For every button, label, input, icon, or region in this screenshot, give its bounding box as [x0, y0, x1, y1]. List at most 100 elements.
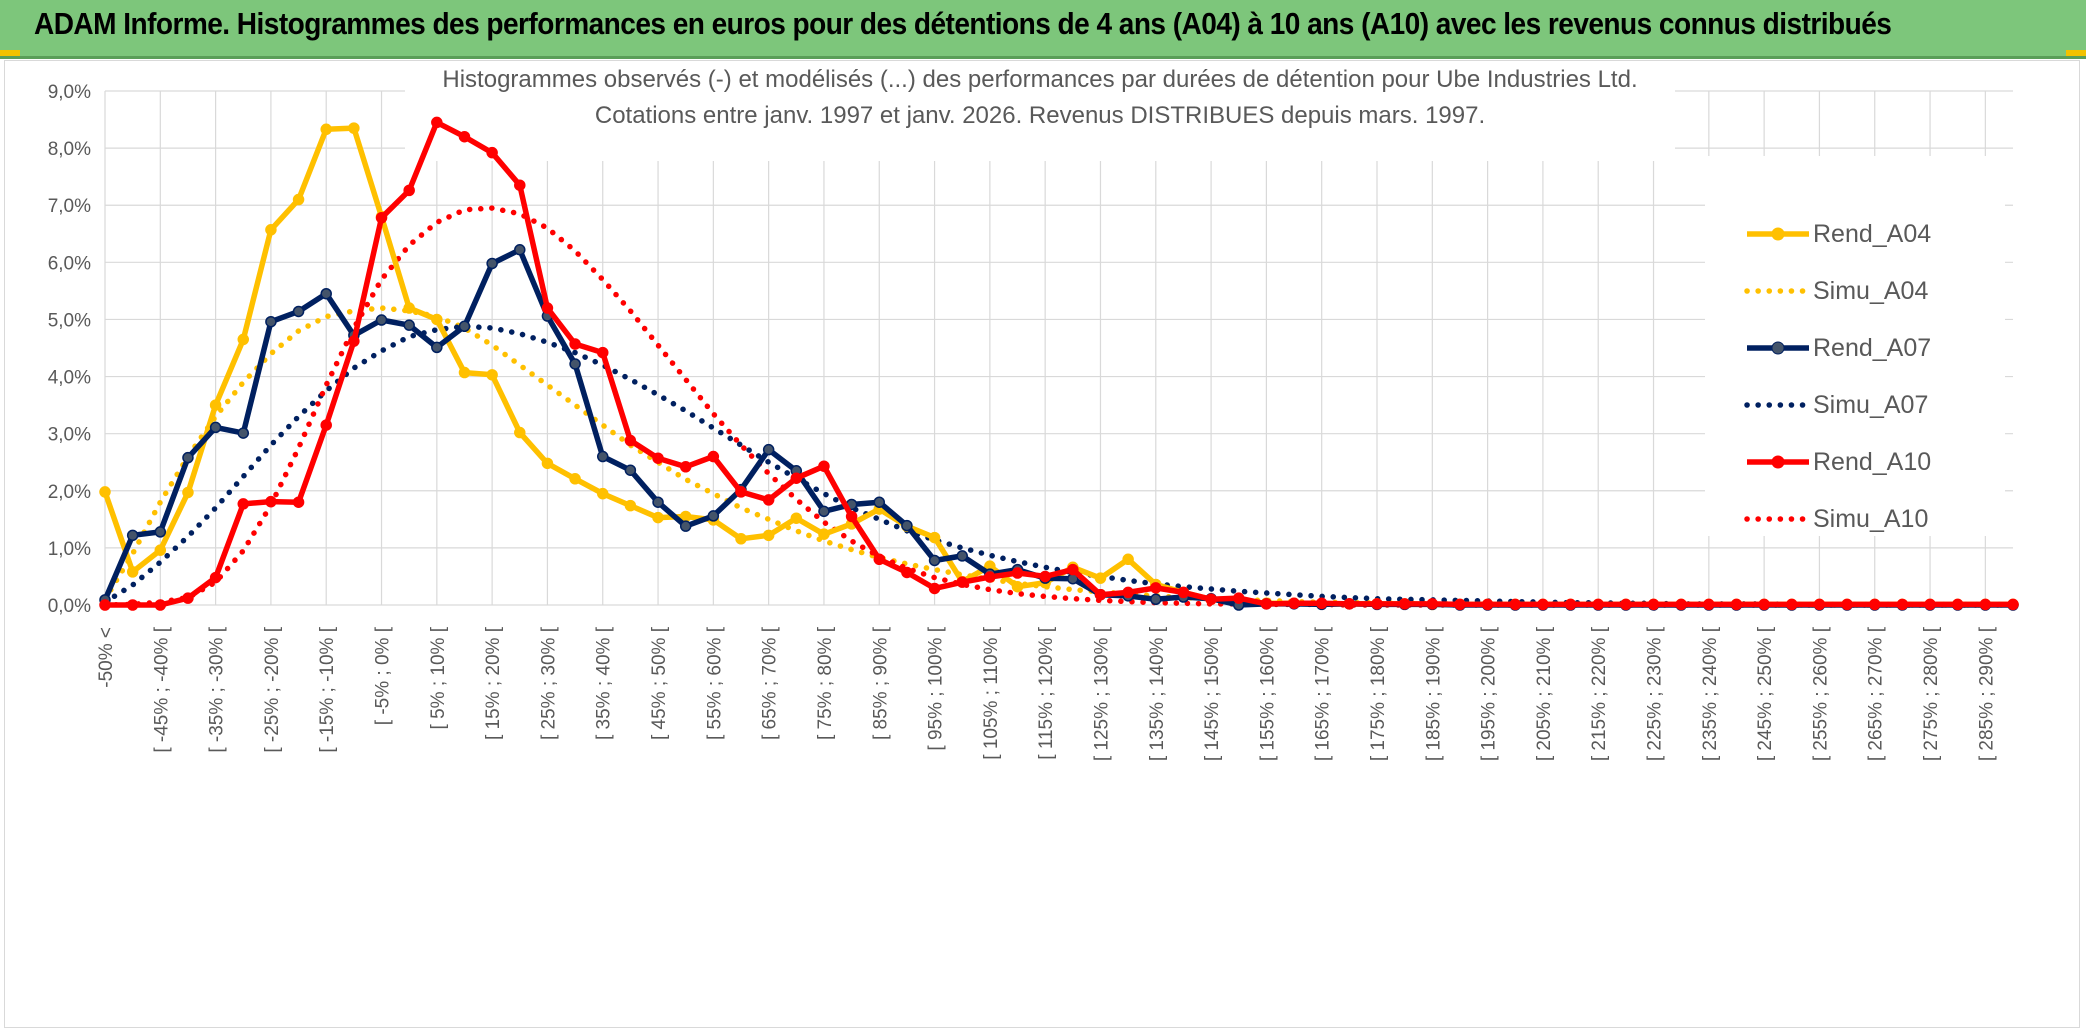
- data-point-Rend_A04: [569, 473, 581, 485]
- data-point-Rend_A10: [1924, 598, 1936, 611]
- data-point-Rend_A10: [624, 434, 637, 447]
- legend-marker: [1771, 455, 1785, 469]
- data-point-Rend_A10: [1011, 567, 1024, 579]
- data-point-Rend_A10: [403, 184, 415, 197]
- legend-label: Simu_A04: [1813, 277, 1928, 305]
- series-line-Simu_A10: [102, 205, 2016, 608]
- data-point-Rend_A10: [1315, 597, 1328, 610]
- data-point-Rend_A10: [762, 494, 775, 506]
- y-tick-label: 5,0%: [48, 310, 91, 331]
- legend-label: Rend_A10: [1813, 448, 1931, 476]
- legend-label: Simu_A07: [1813, 391, 1928, 419]
- series-line-Simu_A04: [102, 305, 2016, 608]
- data-point-Rend_A10: [182, 592, 194, 604]
- data-point-Rend_A10: [1371, 598, 1383, 610]
- legend-item-Simu_A04: Simu_A04: [1744, 277, 1928, 305]
- x-tick-label: [ 115% ; 120% [: [1036, 626, 1057, 759]
- data-point-Rend_A10: [1675, 598, 1687, 611]
- x-tick-label: [ 235% ; 240% [: [1700, 626, 1721, 761]
- x-tick-label: [ 15% ; 20% [: [483, 626, 504, 740]
- data-point-Rend_A10: [1813, 598, 1826, 611]
- data-point-Rend_A04: [154, 544, 167, 556]
- x-tick-label: [ 255% ; 260% [: [1810, 626, 1831, 761]
- data-point-Rend_A07: [901, 519, 913, 532]
- data-point-Rend_A10: [1951, 598, 1964, 611]
- y-tick-label: 8,0%: [48, 139, 91, 160]
- data-point-Rend_A10: [845, 510, 858, 523]
- x-tick-label: [ -25% ; -20% [: [262, 626, 283, 752]
- chart-title-line-2: Cotations entre janv. 1997 et janv. 2026…: [595, 102, 1485, 129]
- data-point-Rend_A04: [126, 566, 139, 578]
- data-point-Rend_A07: [679, 520, 692, 532]
- legend-item-Rend_A04: Rend_A04: [1747, 220, 1931, 248]
- x-tick-label: [ -5% ; 0% [: [373, 626, 394, 725]
- data-point-Rend_A04: [403, 302, 415, 314]
- data-point-Rend_A10: [126, 599, 139, 611]
- data-series: [99, 116, 2019, 611]
- data-point-Rend_A10: [99, 599, 111, 611]
- data-point-Rend_A10: [375, 212, 388, 224]
- performance-histogram-chart: 0,0% 1,0% 2,0% 3,0% 4,0% 5,0% 6,0% 7,0% 8,0% 9,0%…: [48, 61, 2019, 761]
- data-point-Rend_A10: [790, 472, 803, 484]
- data-point-Rend_A07: [431, 341, 443, 354]
- data-point-Rend_A04: [790, 512, 803, 524]
- data-point-Rend_A04: [320, 123, 332, 136]
- data-point-Rend_A07: [320, 287, 332, 300]
- data-point-Rend_A04: [652, 511, 664, 524]
- x-tick-label: [ 245% ; 250% [: [1755, 626, 1776, 761]
- data-point-Rend_A10: [486, 146, 498, 159]
- x-tick-label: [ -35% ; -30% [: [207, 626, 228, 752]
- banner-corner-left: [0, 50, 20, 56]
- data-point-Rend_A07: [873, 496, 886, 508]
- x-tick-label: [ 135% ; 140% [: [1147, 626, 1168, 761]
- x-tick-label: [ 55% ; 60% [: [704, 626, 725, 740]
- data-point-Rend_A10: [901, 566, 913, 579]
- data-point-Rend_A10: [679, 461, 692, 473]
- data-point-Rend_A04: [928, 531, 941, 544]
- data-point-Rend_A04: [265, 224, 277, 236]
- legend-marker: [1771, 341, 1785, 355]
- data-point-Rend_A04: [596, 487, 609, 500]
- x-tick-label: [ 285% ; 290% [: [1976, 626, 1997, 761]
- legend-label: Rend_A04: [1813, 220, 1931, 248]
- data-point-Rend_A07: [652, 496, 664, 508]
- y-tick-label: 7,0%: [48, 196, 91, 217]
- data-point-Rend_A07: [818, 505, 830, 518]
- x-tick-label: [ 95% ; 100% [: [926, 626, 947, 750]
- y-tick-label: 9,0%: [48, 82, 91, 103]
- x-tick-label: [ 25% ; 30% [: [538, 626, 559, 740]
- data-point-Rend_A07: [458, 320, 471, 333]
- data-point-Rend_A10: [873, 553, 886, 566]
- data-point-Rend_A10: [2007, 598, 2019, 611]
- data-point-Rend_A10: [1122, 586, 1134, 599]
- data-point-Rend_A07: [209, 421, 222, 434]
- data-point-Rend_A04: [99, 486, 111, 498]
- x-tick-label: [ 165% ; 170% [: [1313, 626, 1334, 761]
- data-point-Rend_A10: [1205, 593, 1217, 606]
- y-tick-label: 0,0%: [48, 596, 91, 617]
- data-point-Rend_A07: [928, 554, 941, 567]
- data-point-Rend_A04: [209, 399, 222, 411]
- data-point-Rend_A10: [1703, 598, 1715, 611]
- y-tick-label: 2,0%: [48, 482, 91, 503]
- x-tick-label: [ 265% ; 270% [: [1866, 626, 1887, 761]
- data-point-Rend_A10: [1592, 598, 1604, 611]
- data-point-Rend_A07: [292, 305, 305, 318]
- data-point-Rend_A10: [292, 496, 305, 508]
- chart-title-line-1: Histogrammes observés (-) et modélisés (…: [442, 66, 1637, 93]
- data-point-Rend_A10: [1896, 598, 1909, 611]
- legend-item-Simu_A10: Simu_A10: [1744, 505, 1928, 533]
- data-point-Rend_A10: [1509, 598, 1522, 611]
- data-point-Rend_A10: [652, 452, 664, 464]
- data-point-Rend_A10: [541, 302, 554, 314]
- data-point-Rend_A10: [1481, 598, 1494, 611]
- y-tick-label: 4,0%: [48, 368, 91, 389]
- x-tick-label: [ 75% ; 80% [: [815, 626, 836, 740]
- x-tick-label: [ 275% ; 280% [: [1921, 626, 1942, 761]
- data-point-Rend_A10: [1537, 598, 1549, 611]
- x-tick-label: [ 65% ; 70% [: [760, 626, 781, 740]
- data-point-Rend_A04: [624, 499, 637, 512]
- data-point-Rend_A10: [928, 582, 941, 595]
- data-point-Rend_A07: [707, 510, 720, 522]
- data-point-Rend_A04: [486, 369, 498, 381]
